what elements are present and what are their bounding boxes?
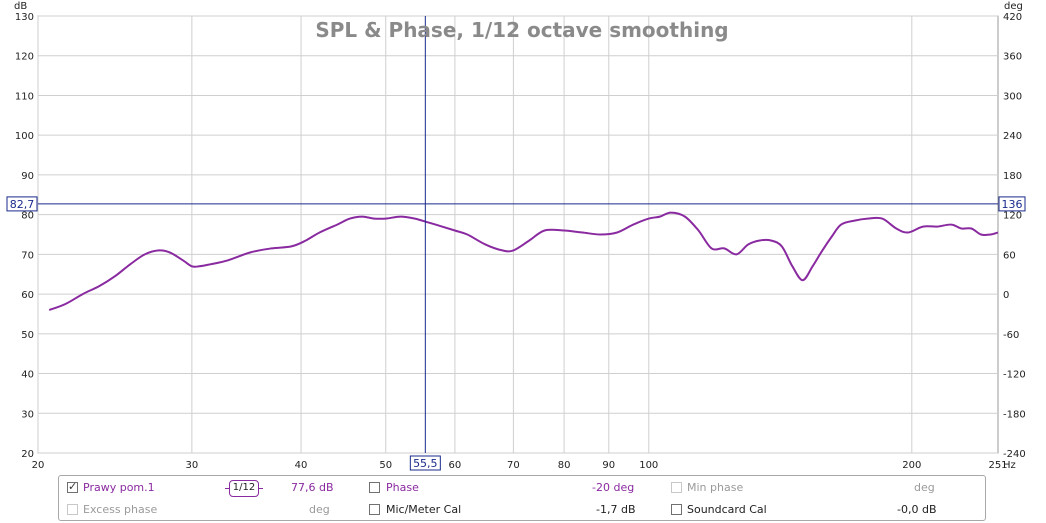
x-tick-label: 40	[295, 460, 308, 471]
x-tick-label: 20	[32, 460, 45, 471]
series-line-prawy	[48, 211, 999, 311]
cursor-right-label: 136	[1002, 198, 1023, 211]
y-left-tick-label: 20	[21, 449, 34, 460]
x-tick-label: 200	[902, 460, 921, 471]
mic-cal-label: Mic/Meter Cal	[386, 503, 462, 516]
y-right-tick-label: 0	[1003, 290, 1009, 301]
y-right-tick-label: 60	[1003, 250, 1016, 261]
cursor-x-label: 55,5	[413, 457, 438, 470]
y-left-tick-label: 80	[21, 211, 34, 222]
y-left-tick-label: 100	[15, 131, 34, 142]
smoothing-num: 1	[232, 482, 240, 493]
prawy-value: 77,6 dB	[291, 481, 334, 494]
y-left-tick-label: 110	[15, 91, 34, 102]
phase-value: -20 deg	[592, 481, 635, 494]
x-tick-label: 60	[449, 460, 462, 471]
y-left-tick-label: 30	[21, 409, 34, 420]
prawy-checkbox[interactable]	[67, 480, 78, 493]
y-right-tick-label: 180	[1003, 171, 1022, 182]
y-left-tick-label: 60	[21, 290, 34, 301]
x-tick-label: 30	[186, 460, 199, 471]
min-phase-value: deg	[914, 481, 935, 494]
smoothing-button[interactable]: 1/12	[225, 480, 263, 497]
series	[48, 211, 999, 311]
x-axis-unit: Hz	[1003, 460, 1016, 471]
x-tick-label: 90	[602, 460, 615, 471]
cursor-x-box	[409, 455, 441, 471]
grid	[37, 15, 998, 454]
soundcard-cal-label: Soundcard Cal	[687, 503, 767, 516]
cursor-right-box	[998, 196, 1026, 212]
spl-phase-chart[interactable]: 20 30 40 50 60 70 80 90 100 200 251 20 30 40 50 60 70 80 9…	[0, 0, 1046, 475]
y-left-tick-label: 70	[21, 250, 34, 261]
y-right-tick-label: -180	[1003, 409, 1026, 420]
excess-phase-checkbox[interactable]	[67, 504, 78, 515]
y-right-tick-label: 300	[1003, 91, 1022, 102]
mic-cal-checkbox[interactable]	[369, 504, 380, 515]
tick-labels: 20 30 40 50 60 70 80 90 100 200 251 20 30 40 50 60 70 80 9…	[15, 12, 1026, 471]
min-phase-label: Min phase	[687, 481, 744, 494]
x-tick-label: 70	[507, 460, 520, 471]
y-left-tick-label: 50	[21, 330, 34, 341]
y-left-tick-label: 120	[15, 52, 34, 63]
soundcard-cal-value: -0,0 dB	[897, 503, 937, 516]
y-left-tick-label: 40	[21, 370, 34, 381]
legend-panel: Prawy pom.1 1/12 77,6 dB Phase -20 deg M…	[58, 475, 986, 521]
excess-phase-label: Excess phase	[83, 503, 158, 516]
x-tick-label: 80	[558, 460, 571, 471]
y-right-tick-label: 120	[1003, 211, 1022, 222]
x-tick-label: 100	[639, 460, 658, 471]
phase-label: Phase	[386, 481, 419, 494]
chart-title: SPL & Phase, 1/12 octave smoothing	[315, 18, 728, 42]
smoothing-den: 12	[242, 482, 256, 493]
left-axis-unit: dB	[14, 1, 27, 12]
y-right-tick-label: -240	[1003, 449, 1026, 460]
phase-checkbox[interactable]	[369, 482, 380, 493]
soundcard-cal-checkbox[interactable]	[671, 504, 682, 515]
mic-cal-value: -1,7 dB	[596, 503, 636, 516]
min-phase-checkbox[interactable]	[671, 482, 682, 493]
y-left-tick-label: 90	[21, 171, 34, 182]
x-tick-label: 251	[988, 460, 1007, 471]
y-right-tick-label: -120	[1003, 370, 1026, 381]
plot-area[interactable]	[37, 15, 999, 454]
prawy-label: Prawy pom.1	[83, 481, 155, 494]
y-left-tick-label: 130	[15, 12, 34, 23]
excess-phase-value: deg	[309, 503, 330, 516]
cursor-left-box	[6, 196, 38, 212]
x-tick-label: 50	[379, 460, 392, 471]
y-right-tick-label: 240	[1003, 131, 1022, 142]
cursor: 82,7 136 55,5	[6, 16, 1026, 471]
y-right-tick-label: -60	[1003, 330, 1019, 341]
cursor-left-label: 82,7	[10, 198, 35, 211]
y-right-tick-label: 360	[1003, 52, 1022, 63]
y-right-tick-label: 420	[1003, 12, 1022, 23]
right-axis-unit: deg	[1004, 1, 1023, 12]
